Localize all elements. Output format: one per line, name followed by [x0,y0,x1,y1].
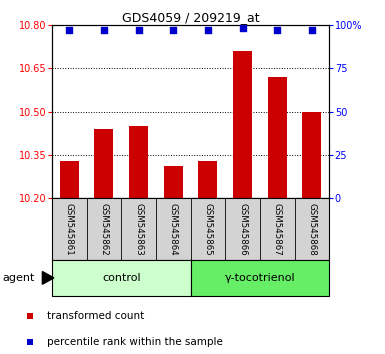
Text: GSM545865: GSM545865 [203,203,213,256]
Title: GDS4059 / 209219_at: GDS4059 / 209219_at [122,11,259,24]
Bar [60,161,79,198]
Text: percentile rank within the sample: percentile rank within the sample [47,337,223,348]
Point [27,340,33,346]
Bar [198,161,218,198]
Text: GSM545862: GSM545862 [99,203,109,256]
Text: control: control [102,273,141,283]
Bar [94,129,114,198]
Point [136,27,142,33]
Text: GSM545863: GSM545863 [134,203,143,256]
Point [170,27,176,33]
Text: GSM545868: GSM545868 [307,203,316,256]
Bar [129,126,148,198]
Text: agent: agent [2,273,34,283]
Text: γ-tocotrienol: γ-tocotrienol [224,273,295,283]
FancyBboxPatch shape [52,260,191,296]
Text: GSM545867: GSM545867 [273,203,282,256]
Bar [302,112,321,198]
Point [274,27,280,33]
Bar [268,77,287,198]
Bar [164,166,183,198]
Point [27,313,33,319]
Point [309,27,315,33]
Point [101,27,107,33]
Text: transformed count: transformed count [47,311,144,321]
FancyBboxPatch shape [191,260,329,296]
Text: GSM545864: GSM545864 [169,203,178,256]
Bar [233,51,252,198]
Polygon shape [42,272,54,284]
Point [66,27,72,33]
Text: GSM545866: GSM545866 [238,203,247,256]
Text: GSM545861: GSM545861 [65,203,74,256]
Point [205,27,211,33]
Point [239,25,246,31]
